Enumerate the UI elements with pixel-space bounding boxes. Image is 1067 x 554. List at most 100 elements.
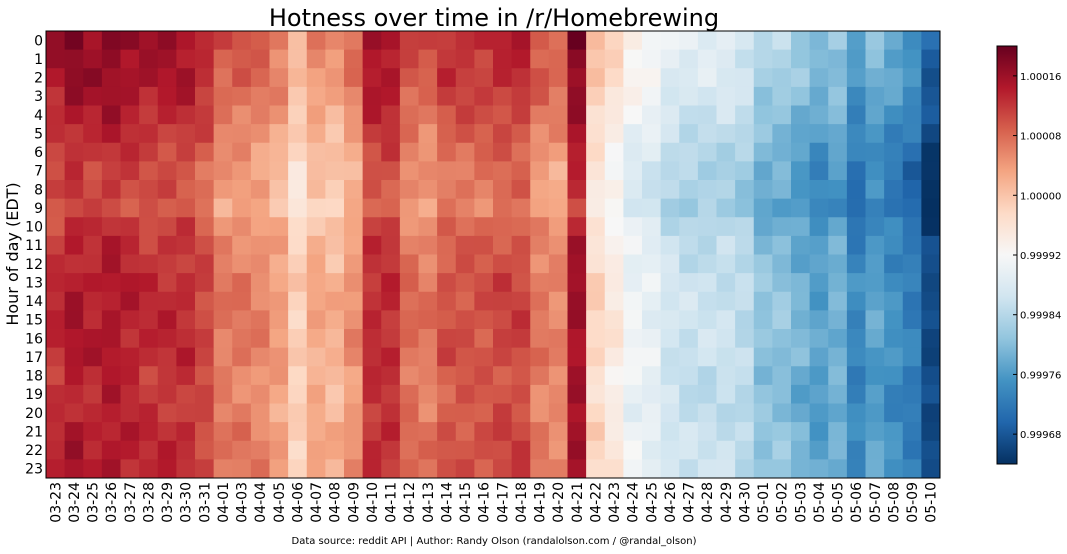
- heatmap-cell: [455, 440, 475, 460]
- heatmap-cell: [437, 329, 457, 349]
- heatmap-cell: [586, 235, 606, 256]
- heatmap-cell: [455, 310, 475, 330]
- heatmap-cell: [176, 440, 196, 460]
- heatmap-cell: [791, 31, 811, 51]
- heatmap-cell: [64, 49, 84, 69]
- heatmap-cell: [306, 198, 326, 218]
- heatmap-cell: [642, 254, 662, 274]
- heatmap-cell: [83, 403, 103, 423]
- heatmap-cell: [288, 68, 308, 88]
- heatmap-cell: [660, 86, 680, 107]
- heatmap-cell: [139, 403, 159, 423]
- heatmap-cell: [697, 198, 718, 218]
- heatmap-cell: [846, 403, 867, 423]
- heatmap-cell: [586, 142, 606, 162]
- heatmap-cell: [195, 31, 215, 51]
- heatmap-cell: [213, 384, 233, 405]
- heatmap-cell: [325, 124, 345, 144]
- heatmap-cell: [399, 124, 420, 144]
- heatmap-cell: [455, 217, 475, 237]
- heatmap-cell: [101, 273, 122, 293]
- heatmap-cell: [697, 124, 718, 144]
- heatmap-cell: [250, 422, 271, 442]
- heatmap-cell: [269, 217, 289, 237]
- heatmap-cell: [846, 105, 867, 125]
- heatmap-cell: [716, 254, 736, 274]
- heatmap-cell: [418, 422, 438, 442]
- heatmap-cell: [921, 440, 941, 460]
- heatmap-cell: [157, 86, 177, 107]
- heatmap-cell: [642, 329, 662, 349]
- heatmap-cell: [902, 142, 922, 162]
- heatmap-cell: [865, 217, 885, 237]
- x-tick-label: 04-08: [328, 482, 344, 523]
- heatmap-cell: [362, 31, 382, 51]
- heatmap-cell: [232, 366, 252, 386]
- heatmap-cell: [809, 105, 829, 125]
- heatmap-cell: [530, 459, 550, 479]
- heatmap-cell: [325, 254, 345, 274]
- heatmap-cell: [83, 49, 103, 69]
- heatmap-cell: [679, 384, 699, 405]
- heatmap-cell: [306, 366, 326, 386]
- heatmap-cell: [586, 459, 606, 479]
- heatmap-cell: [288, 310, 308, 330]
- heatmap-cell: [846, 161, 867, 181]
- heatmap-cell: [511, 161, 531, 181]
- heatmap-cell: [846, 217, 867, 237]
- heatmap-cell: [474, 273, 494, 293]
- heatmap-cell: [250, 124, 271, 144]
- heatmap-cell: [753, 403, 773, 423]
- heatmap-cell: [791, 366, 811, 386]
- heatmap-cell: [399, 180, 420, 200]
- heatmap-cell: [437, 217, 457, 237]
- heatmap-cell: [213, 440, 233, 460]
- heatmap-cell: [884, 105, 904, 125]
- heatmap-cell: [902, 347, 922, 367]
- heatmap-cell: [213, 329, 233, 349]
- heatmap-cell: [828, 347, 848, 367]
- heatmap-cell: [474, 291, 494, 311]
- heatmap-cell: [474, 124, 494, 144]
- heatmap-cell: [716, 310, 736, 330]
- x-tick-label: 04-23: [607, 482, 623, 523]
- heatmap-cell: [269, 347, 289, 367]
- heatmap-cell: [101, 49, 122, 69]
- heatmap-cell: [64, 329, 84, 349]
- heatmap-cell: [548, 310, 569, 330]
- x-tick-label: 04-04: [253, 482, 269, 523]
- heatmap-cell: [493, 366, 513, 386]
- y-tick-label: 21: [25, 424, 43, 440]
- heatmap-cell: [809, 86, 829, 107]
- heatmap-cell: [157, 68, 177, 88]
- heatmap-cell: [772, 142, 792, 162]
- heatmap-cell: [176, 403, 196, 423]
- heatmap-cell: [83, 254, 103, 274]
- heatmap-cell: [344, 329, 364, 349]
- heatmap-cell: [623, 142, 643, 162]
- heatmap-cell: [735, 49, 755, 69]
- x-tick-label: 04-19: [533, 482, 549, 523]
- heatmap-cell: [791, 384, 811, 405]
- heatmap-cell: [530, 124, 550, 144]
- heatmap-cell: [493, 235, 513, 256]
- heatmap-cell: [213, 161, 233, 181]
- heatmap-cell: [791, 403, 811, 423]
- heatmap-cell: [846, 273, 867, 293]
- heatmap-cell: [362, 403, 382, 423]
- heatmap-cell: [195, 217, 215, 237]
- heatmap-cell: [679, 180, 699, 200]
- heatmap-cell: [46, 217, 66, 237]
- heatmap-cell: [828, 440, 848, 460]
- heatmap-cell: [325, 217, 345, 237]
- heatmap-cell: [846, 142, 867, 162]
- heatmap-cell: [493, 124, 513, 144]
- x-tick-label: 03-31: [197, 482, 213, 523]
- heatmap-cell: [735, 68, 755, 88]
- heatmap-cell: [660, 384, 680, 405]
- heatmap-cell: [660, 124, 680, 144]
- heatmap-cell: [660, 403, 680, 423]
- heatmap-cell: [530, 291, 550, 311]
- heatmap-cell: [232, 31, 252, 51]
- heatmap-cell: [288, 105, 308, 125]
